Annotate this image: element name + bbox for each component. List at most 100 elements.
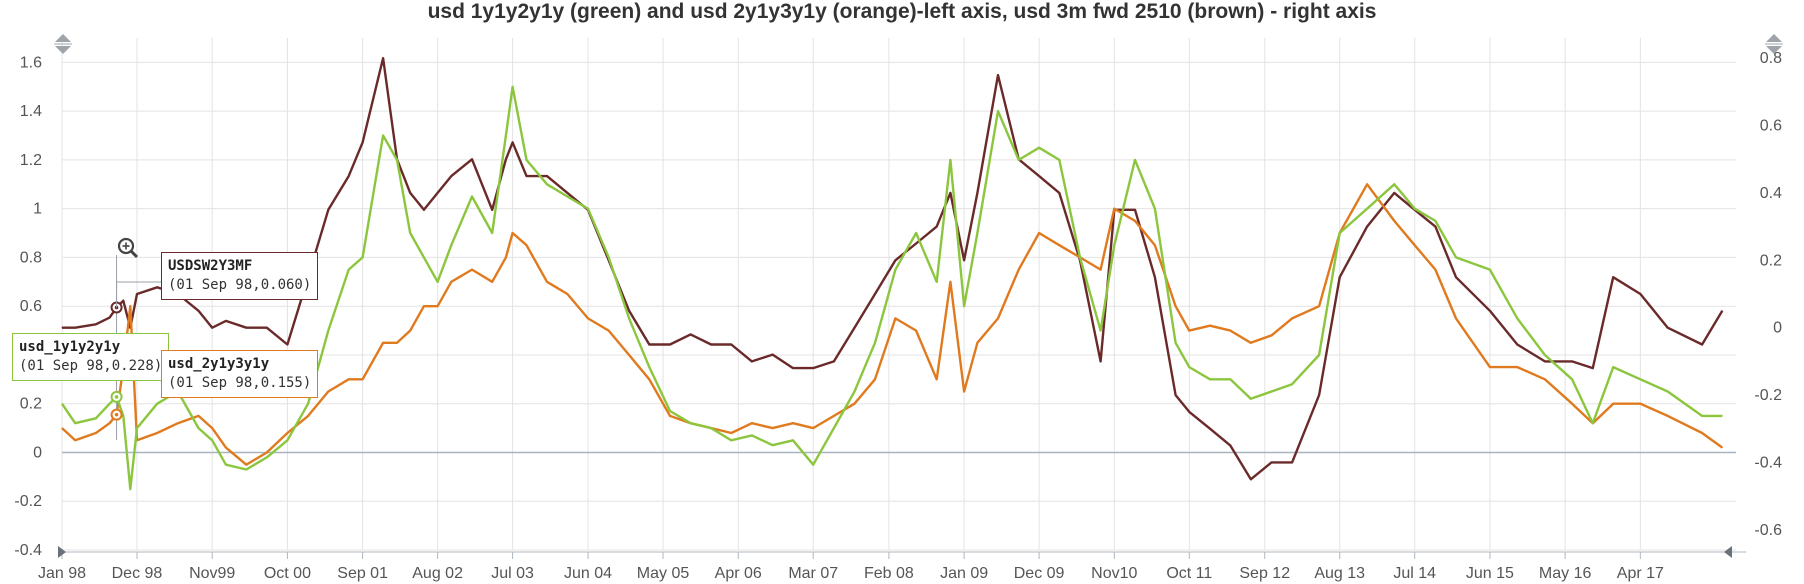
- data-point: [61, 403, 63, 405]
- x-tick-label: May 05: [637, 565, 690, 582]
- data-point: [949, 281, 951, 283]
- data-point: [690, 422, 692, 424]
- data-point: [854, 327, 856, 329]
- data-point: [1434, 226, 1436, 228]
- data-point: [505, 158, 507, 160]
- left-axis-scroll-up-arrow[interactable]: [55, 34, 71, 42]
- data-point: [450, 244, 452, 246]
- grid: [61, 38, 1736, 551]
- data-point: [751, 360, 753, 362]
- data-point: [1414, 244, 1416, 246]
- data-point: [936, 281, 938, 283]
- data-point: [198, 427, 200, 429]
- data-point: [812, 367, 814, 369]
- data-point: [505, 135, 507, 137]
- data-point: [526, 175, 528, 177]
- data-point: [156, 403, 158, 405]
- right-axis-scroll-up-arrow[interactable]: [1766, 34, 1782, 42]
- data-point: [129, 488, 131, 490]
- left-axis: -0.4-0.200.20.40.60.811.21.41.6: [14, 54, 42, 559]
- left-tick-label: 1.4: [20, 103, 42, 120]
- data-point: [1455, 276, 1457, 278]
- data-point: [1701, 432, 1703, 434]
- data-point: [177, 422, 179, 424]
- data-point: [1100, 360, 1102, 362]
- left-axis-scroll-down-arrow[interactable]: [55, 46, 71, 54]
- data-point: [915, 232, 917, 234]
- data-point: [362, 256, 364, 258]
- data-point: [211, 427, 213, 429]
- data-point: [156, 286, 158, 288]
- data-point: [362, 141, 364, 143]
- x-tick-label: Aug 02: [412, 565, 463, 582]
- data-point: [1175, 342, 1177, 344]
- data-point: [423, 256, 425, 258]
- data-point: [1175, 305, 1177, 307]
- data-point: [437, 305, 439, 307]
- data-point: [772, 427, 774, 429]
- series-line-usd-2y1y3y1y: [61, 183, 1724, 466]
- data-point: [156, 432, 158, 434]
- data-point: [792, 367, 794, 369]
- data-point: [491, 232, 493, 234]
- data-point: [1229, 445, 1231, 447]
- data-point: [936, 378, 938, 380]
- tooltip-usd-2y1y3y1y: usd_2y1y3y1y (01 Sep 98,0.155): [161, 350, 319, 398]
- left-tick-label: 0.2: [20, 396, 42, 413]
- data-point: [1318, 394, 1320, 396]
- data-point: [109, 422, 111, 424]
- x-scroll-left-handle[interactable]: [58, 546, 66, 558]
- data-point: [710, 344, 712, 346]
- data-point: [245, 464, 247, 466]
- data-point: [997, 317, 999, 319]
- data-point: [1291, 383, 1293, 385]
- data-point: [1229, 330, 1231, 332]
- data-point: [122, 300, 124, 302]
- data-point: [362, 378, 364, 380]
- right-tick-label: 0.4: [1760, 185, 1782, 202]
- data-point: [471, 269, 473, 271]
- data-point: [348, 175, 350, 177]
- left-tick-label: 0.6: [20, 298, 42, 315]
- data-point: [833, 415, 835, 417]
- data-point: [669, 415, 671, 417]
- data-point: [437, 281, 439, 283]
- data-point: [1612, 366, 1614, 368]
- data-point: [963, 305, 965, 307]
- tooltip-value: (01 Sep 98,0.228): [19, 358, 163, 374]
- data-point: [792, 439, 794, 441]
- data-point: [348, 378, 350, 380]
- data-point: [225, 464, 227, 466]
- data-point: [1339, 276, 1341, 278]
- tooltip-series-name: usd_1y1y2y1y: [19, 339, 121, 355]
- data-point: [1134, 159, 1136, 161]
- data-point: [730, 432, 732, 434]
- data-point: [1134, 209, 1136, 211]
- x-tick-label: Sep 01: [337, 565, 388, 582]
- data-point: [1318, 305, 1320, 307]
- data-point: [997, 110, 999, 112]
- x-tick-label: Feb 08: [864, 565, 914, 582]
- data-point: [751, 422, 753, 424]
- x-scroll-right-handle[interactable]: [1724, 546, 1732, 558]
- x-tick-label: Jun 04: [564, 565, 612, 582]
- data-point: [949, 159, 951, 161]
- data-point: [874, 293, 876, 295]
- zoom-icon-handle: [129, 249, 139, 259]
- data-point: [423, 305, 425, 307]
- data-point: [751, 434, 753, 436]
- data-point: [245, 327, 247, 329]
- data-point: [628, 317, 630, 319]
- data-point: [1188, 411, 1190, 413]
- x-tick-label: Aug 13: [1314, 565, 1365, 582]
- x-tick-label: Nov10: [1091, 565, 1137, 582]
- hover-marker-dot: [114, 395, 119, 399]
- data-point: [1058, 159, 1060, 161]
- data-point: [1270, 461, 1272, 463]
- left-tick-label: 1.2: [20, 152, 42, 169]
- data-point: [1154, 244, 1156, 246]
- data-point: [1721, 447, 1723, 449]
- data-point: [512, 141, 514, 143]
- data-point: [198, 310, 200, 312]
- right-axis-scroll-down-arrow[interactable]: [1766, 46, 1782, 54]
